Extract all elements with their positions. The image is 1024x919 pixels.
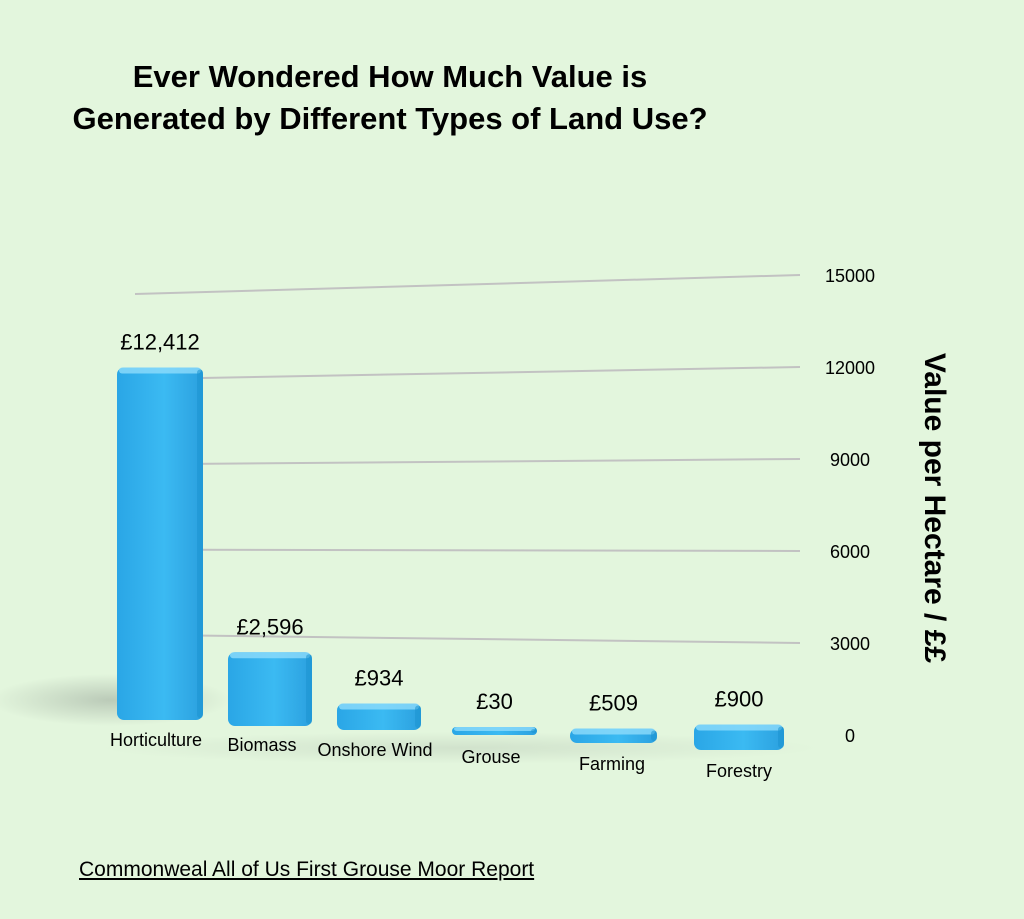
category-label: Onshore Wind (317, 740, 432, 760)
bar-side-shade (651, 730, 657, 741)
source-link[interactable]: Commonweal All of Us First Grouse Moor R… (79, 858, 535, 881)
y-tick-label: 3000 (830, 634, 870, 654)
bars (117, 367, 784, 750)
grid-line (134, 274, 801, 295)
bar-side-shade (415, 705, 421, 728)
bar-face (337, 703, 421, 730)
bar-face (694, 724, 784, 750)
category-label: Farming (579, 754, 645, 774)
category-label: Grouse (461, 747, 520, 767)
bar-face (228, 652, 312, 726)
bar-forestry (694, 724, 784, 750)
data-label: £509 (589, 691, 638, 716)
bar-biomass (228, 652, 312, 726)
category-label: Forestry (706, 761, 772, 781)
data-label: £900 (715, 686, 764, 711)
bar-top-highlight (230, 652, 310, 659)
y-tick-label: 0 (845, 726, 855, 746)
y-tick-label: 12000 (825, 358, 875, 378)
y-tick-label: 15000 (825, 266, 875, 286)
grid-lines (134, 274, 801, 644)
grid-line (134, 548, 801, 552)
data-labels: £12,412 £2,596 £934 £30 £509 £900 (120, 329, 763, 715)
bar-side-shade (306, 654, 312, 724)
grid-line (134, 633, 801, 644)
data-label: £2,596 (236, 614, 303, 639)
data-label: £934 (355, 665, 404, 690)
category-labels: Horticulture Biomass Onshore Wind Grouse Far… (110, 730, 772, 781)
bar-horticulture (117, 367, 203, 720)
bar-onshore-wind (337, 703, 421, 730)
bar-top-highlight (572, 728, 655, 735)
y-axis-label: Value per Hectare / ££ (918, 353, 951, 663)
y-tick-label: 9000 (830, 450, 870, 470)
bar-side-shade (531, 729, 537, 733)
y-axis-ticks: 0 3000 6000 9000 12000 15000 (825, 266, 875, 746)
bar-top-highlight (696, 724, 782, 731)
bar-top-highlight (454, 727, 535, 731)
y-tick-label: 6000 (830, 542, 870, 562)
chart-title: Ever Wondered How Much Value is Generate… (72, 59, 708, 136)
bar-face (117, 367, 203, 720)
category-label: Biomass (227, 735, 296, 755)
data-label: £12,412 (120, 329, 200, 354)
bar-grouse (452, 727, 537, 735)
data-label: £30 (476, 689, 513, 714)
bar-side-shade (778, 726, 784, 748)
bar-top-highlight (339, 703, 419, 710)
bar-top-highlight (119, 367, 201, 374)
category-label: Horticulture (110, 730, 202, 750)
grid-line (134, 458, 801, 466)
bar-side-shade (197, 369, 203, 718)
bar-farming (570, 728, 657, 743)
grid-line (134, 366, 801, 381)
